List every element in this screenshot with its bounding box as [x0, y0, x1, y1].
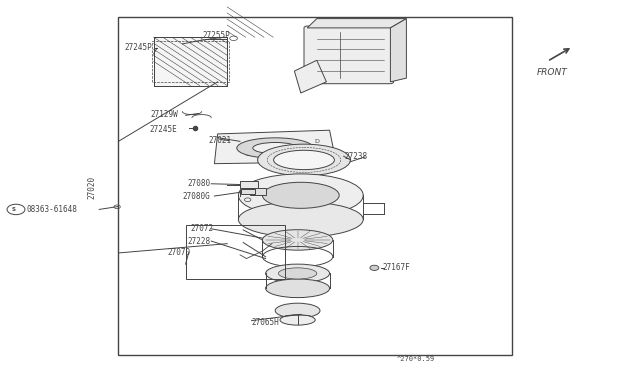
Ellipse shape [262, 230, 333, 250]
Bar [250, 188, 266, 195]
Ellipse shape [238, 202, 363, 237]
Bar [241, 189, 255, 194]
Bar [118, 17, 512, 355]
Text: 27020: 27020 [87, 176, 96, 199]
Bar [152, 41, 229, 82]
Text: 27070: 27070 [167, 248, 190, 257]
Circle shape [370, 265, 379, 270]
Text: 08363-61648: 08363-61648 [27, 205, 77, 214]
Text: 27167F: 27167F [383, 263, 410, 272]
Ellipse shape [266, 279, 330, 298]
Text: 27080: 27080 [188, 179, 211, 188]
Ellipse shape [253, 142, 298, 154]
Text: 27021: 27021 [208, 136, 231, 145]
Ellipse shape [262, 182, 339, 208]
Polygon shape [307, 19, 406, 28]
Ellipse shape [278, 268, 317, 279]
Ellipse shape [280, 315, 316, 325]
Text: 27080G: 27080G [182, 192, 210, 201]
Text: 27228: 27228 [188, 237, 211, 246]
Text: 27245E: 27245E [149, 125, 177, 134]
Bar [154, 37, 227, 86]
Text: ^270*0.59: ^270*0.59 [397, 356, 435, 362]
Ellipse shape [237, 138, 314, 158]
Ellipse shape [266, 264, 330, 283]
Bar [240, 181, 258, 188]
Text: 27255P: 27255P [203, 31, 230, 40]
FancyBboxPatch shape [304, 26, 394, 84]
Ellipse shape [275, 303, 320, 318]
Polygon shape [294, 60, 326, 93]
Text: 27129W: 27129W [150, 110, 178, 119]
Text: 27238: 27238 [344, 152, 367, 161]
Ellipse shape [274, 150, 334, 170]
Text: D: D [314, 139, 319, 144]
Polygon shape [390, 19, 406, 82]
Text: 27065H: 27065H [252, 318, 279, 327]
Text: 27245P: 27245P [125, 43, 152, 52]
Text: S: S [12, 207, 16, 212]
Ellipse shape [258, 144, 351, 176]
Ellipse shape [238, 174, 363, 217]
Polygon shape [214, 130, 336, 164]
Bar [186, 225, 285, 279]
Text: FRONT: FRONT [536, 68, 567, 77]
Text: 27072: 27072 [191, 224, 214, 233]
Bar [154, 37, 227, 86]
